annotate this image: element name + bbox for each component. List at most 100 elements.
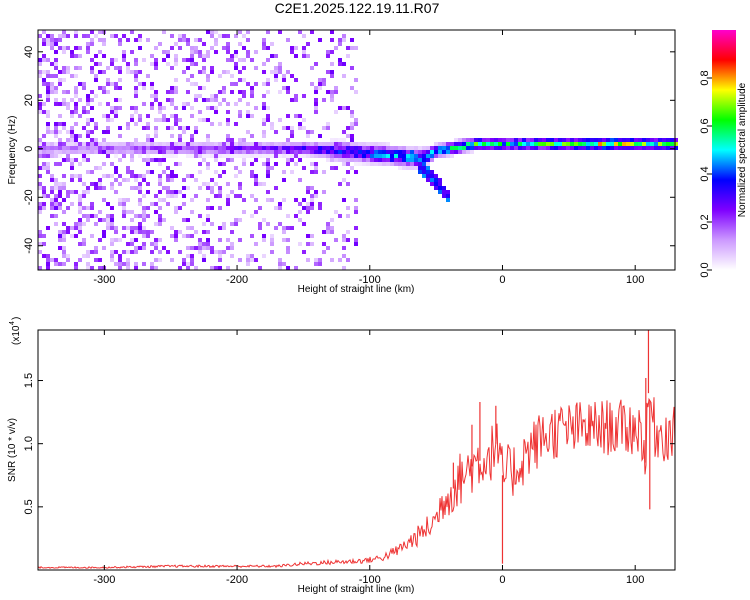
spectrogram-cell bbox=[218, 254, 222, 258]
spectrogram-cell bbox=[610, 146, 614, 150]
spectrogram-cell bbox=[342, 106, 346, 110]
spectrogram-cell bbox=[262, 46, 266, 50]
spectrogram-cell bbox=[594, 146, 598, 150]
spectrogram-cell bbox=[330, 158, 334, 162]
spectrogram-cell bbox=[314, 258, 318, 262]
spectrogram-cell bbox=[314, 146, 318, 150]
spectrogram-cell bbox=[122, 226, 126, 230]
spectrogram-cell bbox=[306, 206, 310, 210]
spectrogram-cell bbox=[298, 122, 302, 126]
spectrogram-cell bbox=[350, 154, 354, 158]
spectrogram-cell bbox=[274, 154, 278, 158]
spectrogram-cell bbox=[114, 238, 118, 242]
spectrogram-cell bbox=[38, 202, 42, 206]
spectrogram-cell bbox=[66, 102, 70, 106]
spectrogram-cell bbox=[54, 178, 58, 182]
spectrogram-cell bbox=[322, 146, 326, 150]
spectrogram-cell bbox=[118, 142, 122, 146]
spectrogram-cell bbox=[146, 74, 150, 78]
spectrogram-cell bbox=[42, 162, 46, 166]
spectrogram-cell bbox=[146, 146, 150, 150]
spectrogram-cell bbox=[194, 38, 198, 42]
spectrogram-cell bbox=[242, 34, 246, 38]
spectrogram-cell bbox=[46, 98, 50, 102]
spectrogram-cell bbox=[602, 146, 606, 150]
spectrogram-cell bbox=[150, 106, 154, 110]
spectrogram-cell bbox=[158, 190, 162, 194]
colorbar-gradient bbox=[712, 30, 736, 270]
spectrogram-cell bbox=[138, 142, 142, 146]
spectrogram-cell bbox=[466, 138, 470, 142]
spectrogram-cell bbox=[138, 230, 142, 234]
spectrogram-cell bbox=[74, 106, 78, 110]
spectrogram-cell bbox=[558, 138, 562, 142]
spectrogram-cell bbox=[54, 162, 58, 166]
spectrogram-cell bbox=[350, 166, 354, 170]
spectrogram-cell bbox=[462, 138, 466, 142]
spectrogram-cell bbox=[170, 126, 174, 130]
spectrogram-cell bbox=[138, 154, 142, 158]
spectrogram-cell bbox=[66, 138, 70, 142]
spectrogram-cell bbox=[218, 238, 222, 242]
spectrogram-cell bbox=[302, 142, 306, 146]
spectrogram-cell bbox=[198, 214, 202, 218]
spectrogram-cell bbox=[270, 146, 274, 150]
spectrogram-cell bbox=[578, 138, 582, 142]
spectrogram-cell bbox=[210, 106, 214, 110]
spectrogram-cell bbox=[294, 94, 298, 98]
spectrogram-cell bbox=[170, 46, 174, 50]
spectrogram-cell bbox=[302, 118, 306, 122]
spectrogram-cell bbox=[142, 194, 146, 198]
snr-ylabel: SNR (10 * v/v) bbox=[7, 418, 18, 482]
spectrogram-cell bbox=[70, 190, 74, 194]
spectrogram-cell bbox=[150, 150, 154, 154]
spectrogram-cell bbox=[126, 170, 130, 174]
spectrogram-cell bbox=[326, 142, 330, 146]
spectrogram-cell bbox=[78, 114, 82, 118]
spectrogram-cell bbox=[250, 254, 254, 258]
spectrogram-cell bbox=[210, 142, 214, 146]
spectrogram-cell bbox=[450, 150, 454, 154]
spectrogram-cell bbox=[426, 170, 430, 174]
spectrogram-cell bbox=[194, 154, 198, 158]
spectrogram-cell bbox=[186, 126, 190, 130]
spectrogram-cell bbox=[202, 54, 206, 58]
spectrogram-cell bbox=[190, 150, 194, 154]
spectrogram-cell bbox=[666, 146, 670, 150]
spectrogram-cell bbox=[358, 162, 362, 166]
spectrogram-cell bbox=[346, 134, 350, 138]
spectrogram-cell bbox=[42, 166, 46, 170]
spectrogram-cell bbox=[66, 254, 70, 258]
spectrogram-cell bbox=[122, 50, 126, 54]
spectrogram-cell bbox=[638, 146, 642, 150]
spectrogram-cell bbox=[250, 58, 254, 62]
spectrogram-cell bbox=[102, 138, 106, 142]
spectrogram-cell bbox=[98, 146, 102, 150]
spectrogram-cell bbox=[326, 246, 330, 250]
spectrogram-cell bbox=[442, 194, 446, 198]
spectrogram-cell bbox=[410, 158, 414, 162]
spectrogram-cell bbox=[134, 146, 138, 150]
spectrogram-cell bbox=[310, 82, 314, 86]
spectrogram-cell bbox=[246, 258, 250, 262]
spectrogram-cell bbox=[110, 218, 114, 222]
spectrogram-cell bbox=[254, 106, 258, 110]
spectrogram-cell bbox=[366, 146, 370, 150]
spectrogram-cell bbox=[198, 170, 202, 174]
spectrogram-cell bbox=[118, 202, 122, 206]
spectrogram-cell bbox=[154, 98, 158, 102]
spectrogram-cell bbox=[374, 154, 378, 158]
spectrogram-cell bbox=[330, 70, 334, 74]
spectrogram-cell bbox=[242, 46, 246, 50]
spectrogram-cell bbox=[246, 154, 250, 158]
spectrogram-cell bbox=[342, 198, 346, 202]
spectrogram-cell bbox=[330, 154, 334, 158]
spectrogram-cell bbox=[486, 142, 490, 146]
spectrogram-cell bbox=[394, 150, 398, 154]
spectrogram-cell bbox=[222, 250, 226, 254]
spectrogram-cell bbox=[294, 266, 298, 270]
spectrogram-cell bbox=[90, 106, 94, 110]
spectrogram-cell bbox=[86, 190, 90, 194]
spectrogram-cell bbox=[262, 154, 266, 158]
spectrogram-cell bbox=[334, 150, 338, 154]
